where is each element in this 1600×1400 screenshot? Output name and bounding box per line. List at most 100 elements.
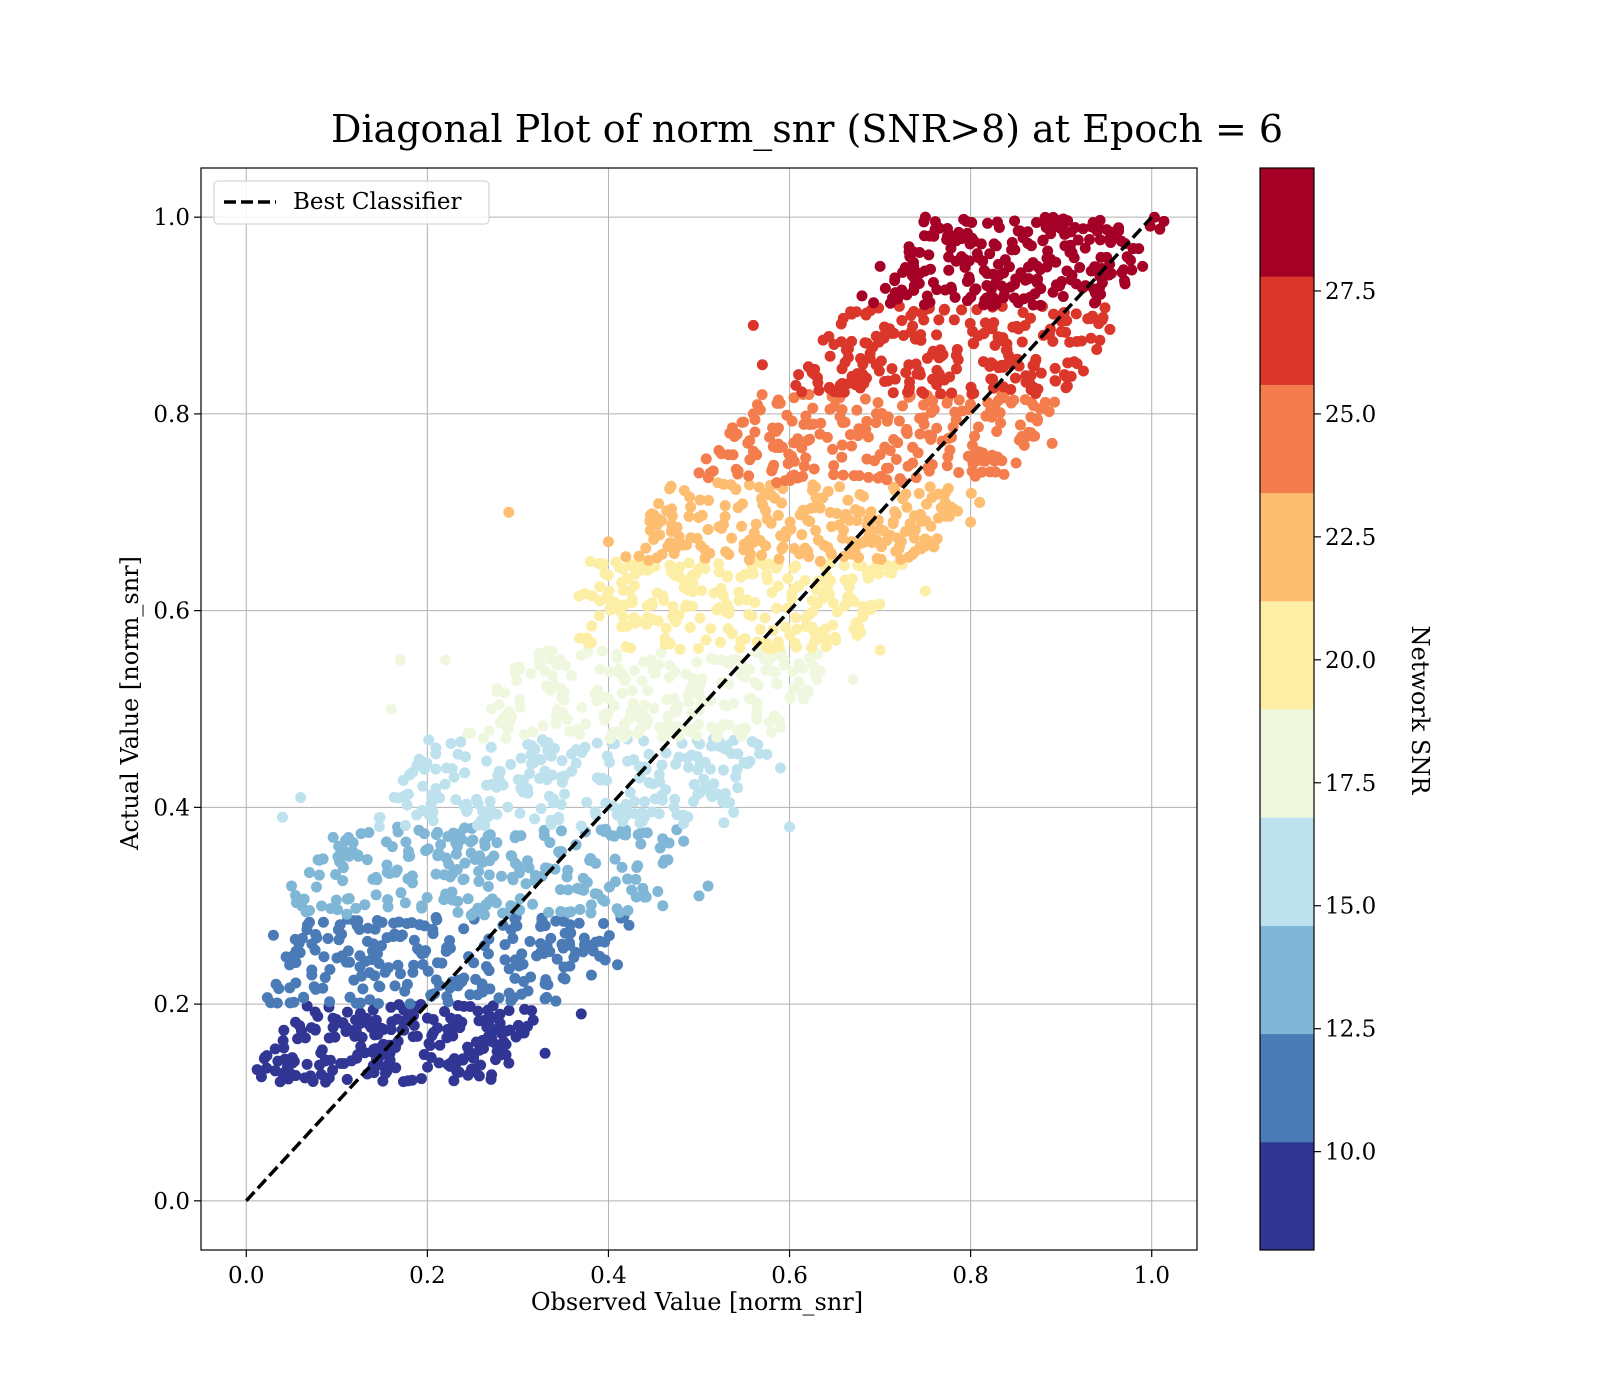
scatter-point-snr-bin-2 <box>325 902 337 914</box>
scatter-point-snr-bin-5 <box>715 582 727 594</box>
scatter-point-snr-bin-5 <box>715 636 727 648</box>
scatter-point-snr-bin-8 <box>915 329 927 341</box>
scatter-point-snr-bin-2 <box>554 884 566 896</box>
scatter-point-snr-bin-4 <box>751 713 763 725</box>
scatter-point-snr-bin-5 <box>617 584 629 596</box>
scatter-point-snr-bin-8 <box>987 373 999 385</box>
scatter-point-snr-bin-3 <box>505 758 517 770</box>
scatter-point-snr-bin-6 <box>736 520 748 532</box>
scatter-point-snr-bin-3 <box>373 812 385 824</box>
scatter-point-snr-bin-5 <box>579 587 591 599</box>
scatter-point-snr-bin-9 <box>1030 217 1042 229</box>
scatter-point-snr-bin-2 <box>447 827 459 839</box>
scatter-point-snr-bin-9 <box>975 238 987 250</box>
scatter-point-snr-bin-2 <box>334 856 346 868</box>
scatter-point-snr-bin-1 <box>373 980 385 992</box>
scatter-point-snr-bin-8 <box>857 358 869 370</box>
scatter-point-snr-bin-4 <box>752 679 764 691</box>
scatter-point-snr-bin-5 <box>739 633 751 645</box>
scatter-point-snr-bin-8 <box>1085 332 1097 344</box>
scatter-point-snr-bin-3 <box>481 755 493 767</box>
scatter-point-snr-bin-0 <box>296 1025 308 1037</box>
scatter-point-snr-bin-1 <box>503 963 515 975</box>
scatter-point-snr-bin-8 <box>851 368 863 380</box>
scatter-point-snr-bin-7 <box>771 397 783 409</box>
scatter-point-snr-bin-2 <box>462 893 474 905</box>
scatter-point-snr-bin-3 <box>481 779 493 791</box>
scatter-point-snr-bin-7 <box>814 428 826 440</box>
scatter-point-snr-bin-3 <box>628 796 640 808</box>
scatter-point-snr-bin-2 <box>473 865 485 877</box>
scatter-point-snr-bin-1 <box>623 919 635 931</box>
scatter-point-snr-bin-7 <box>800 452 812 464</box>
scatter-point-snr-bin-7 <box>1029 430 1041 442</box>
x-tick-label: 1.0 <box>1133 1263 1170 1289</box>
scatter-point-snr-bin-1 <box>306 969 318 981</box>
scatter-outlier-snr-bin-4 <box>439 654 451 666</box>
scatter-point-snr-bin-0 <box>378 1023 390 1035</box>
scatter-point-snr-bin-2 <box>536 870 548 882</box>
scatter-point-snr-bin-2 <box>562 884 574 896</box>
scatter-point-snr-bin-6 <box>900 488 912 500</box>
scatter-point-snr-bin-0 <box>486 1069 498 1081</box>
scatter-point-snr-bin-6 <box>644 524 656 536</box>
scatter-point-snr-bin-0 <box>354 1018 366 1030</box>
scatter-point-snr-bin-8 <box>879 376 891 388</box>
scatter-point-snr-bin-6 <box>743 479 755 491</box>
y-tick-label: 0.2 <box>153 992 190 1018</box>
scatter-point-snr-bin-8 <box>1060 382 1072 394</box>
scatter-point-snr-bin-4 <box>603 693 615 705</box>
scatter-point-snr-bin-4 <box>705 652 717 664</box>
scatter-point-snr-bin-2 <box>400 836 412 848</box>
scatter-point-snr-bin-9 <box>1116 266 1128 278</box>
scatter-point-snr-bin-4 <box>477 732 489 744</box>
scatter-point-snr-bin-1 <box>458 923 470 935</box>
scatter-point-snr-bin-1 <box>288 996 300 1008</box>
scatter-point-snr-bin-6 <box>802 514 814 526</box>
scatter-point-snr-bin-2 <box>370 889 382 901</box>
scatter-outlier-snr-bin-2 <box>657 900 669 912</box>
scatter-point-snr-bin-7 <box>914 412 926 424</box>
scatter-point-snr-bin-6 <box>664 483 676 495</box>
scatter-point-snr-bin-0 <box>504 1024 516 1036</box>
scatter-point-snr-bin-5 <box>700 634 712 646</box>
scatter-point-snr-bin-3 <box>459 767 471 779</box>
scatter-point-snr-bin-6 <box>796 529 808 541</box>
scatter-point-snr-bin-1 <box>483 965 495 977</box>
scatter-point-snr-bin-9 <box>981 267 993 279</box>
scatter-outlier-snr-bin-3 <box>295 792 307 804</box>
scatter-point-snr-bin-9 <box>941 222 953 234</box>
scatter-point-snr-bin-5 <box>586 620 598 632</box>
scatter-point-snr-bin-4 <box>539 665 551 677</box>
scatter-point-snr-bin-7 <box>771 477 783 489</box>
scatter-point-snr-bin-4 <box>558 694 570 706</box>
scatter-point-snr-bin-7 <box>927 395 939 407</box>
scatter-point-snr-bin-4 <box>784 691 796 703</box>
scatter-point-snr-bin-6 <box>857 490 869 502</box>
scatter-point-snr-bin-4 <box>671 706 683 718</box>
scatter-point-snr-bin-9 <box>1127 243 1139 255</box>
y-tick-label: 0.4 <box>153 795 190 821</box>
scatter-point-snr-bin-4 <box>498 712 510 724</box>
scatter-point-snr-bin-3 <box>493 774 505 786</box>
scatter-point-snr-bin-1 <box>355 997 367 1009</box>
scatter-point-snr-bin-6 <box>723 548 735 560</box>
scatter-point-snr-bin-7 <box>837 469 849 481</box>
scatter-point-snr-bin-4 <box>745 692 757 704</box>
scatter-point-snr-bin-4 <box>618 718 630 730</box>
scatter-point-snr-bin-1 <box>541 991 553 1003</box>
scatter-point-snr-bin-7 <box>828 460 840 472</box>
scatter-point-snr-bin-1 <box>293 937 305 949</box>
scatter-point-snr-bin-1 <box>319 972 331 984</box>
scatter-point-snr-bin-2 <box>609 853 621 865</box>
scatter-point-snr-bin-3 <box>728 806 740 818</box>
scatter-point-snr-bin-1 <box>573 917 585 929</box>
scatter-point-snr-bin-2 <box>626 884 638 896</box>
scatter-point-snr-bin-9 <box>1105 268 1117 280</box>
scatter-point-snr-bin-6 <box>703 494 715 506</box>
x-tick-label: 0.0 <box>228 1263 265 1289</box>
scatter-point-snr-bin-3 <box>426 789 438 801</box>
scatter-point-snr-bin-8 <box>842 343 854 355</box>
scatter-point-snr-bin-7 <box>1049 396 1061 408</box>
scatter-point-snr-bin-2 <box>652 886 664 898</box>
